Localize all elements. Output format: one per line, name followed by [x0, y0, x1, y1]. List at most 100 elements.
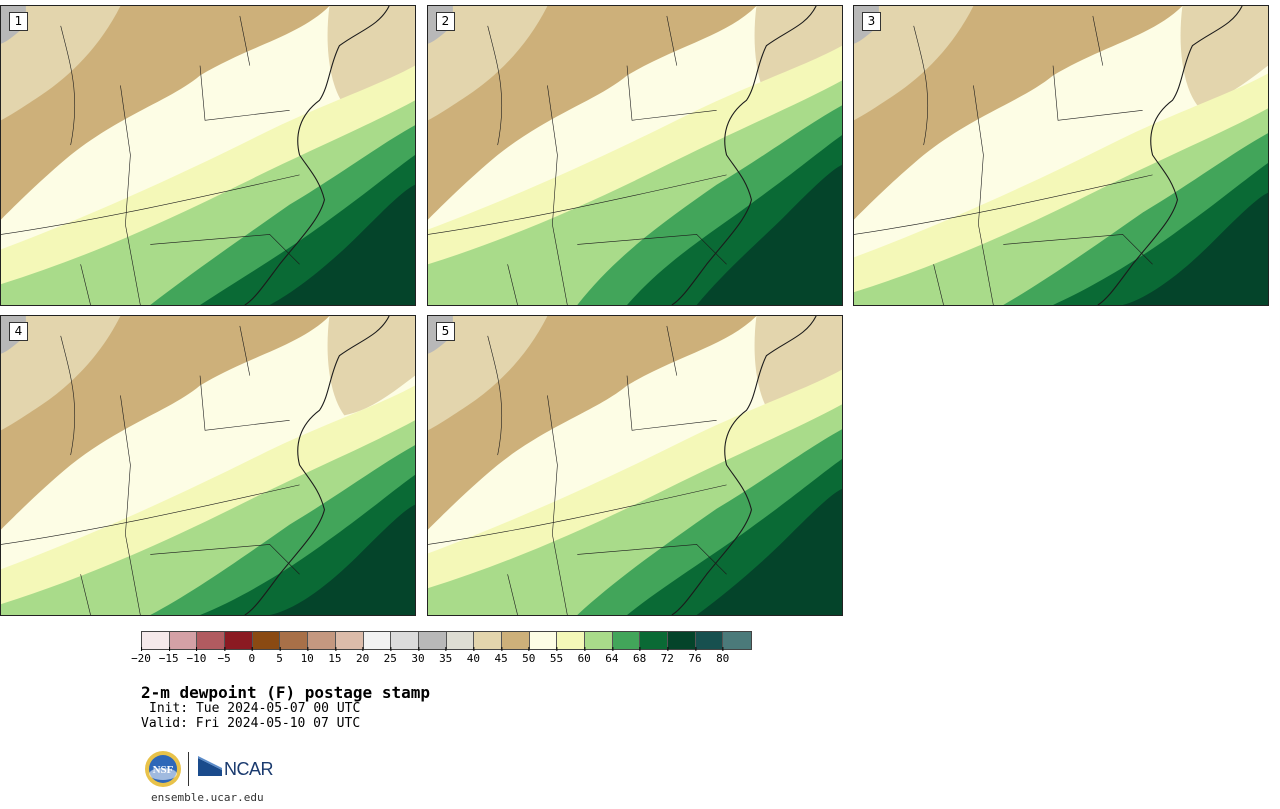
state-border — [933, 264, 944, 305]
state-border — [626, 375, 717, 431]
colorbar-tick: −20 — [131, 647, 151, 665]
colorbar-swatch — [169, 632, 198, 649]
colorbar-swatch — [585, 632, 613, 649]
state-border — [120, 85, 141, 305]
colorbar-swatch — [612, 632, 641, 649]
colorbar-swatch — [225, 632, 253, 649]
state-border — [428, 484, 727, 545]
state-border — [1052, 65, 1143, 121]
valid-time: Valid: Fri 2024-05-10 07 UTC — [141, 716, 361, 731]
dry-light-region — [428, 6, 548, 121]
dewpoint-map-1 — [1, 6, 415, 305]
ncar-wordmark: NCAR — [224, 759, 274, 779]
dewpoint-map-5 — [428, 316, 842, 615]
state-border — [150, 544, 300, 575]
dry-light-region — [1, 316, 121, 431]
svg-text:NSF: NSF — [153, 764, 174, 776]
state-border — [626, 65, 717, 121]
dewpoint-colorbar — [141, 631, 753, 650]
state-border — [507, 264, 518, 305]
state-border — [80, 264, 91, 305]
coastline — [244, 6, 390, 305]
colorbar-swatch — [640, 632, 669, 649]
moist-yellow-band — [1, 65, 415, 290]
deep-green-region — [696, 164, 842, 305]
colorbar-swatch — [197, 632, 226, 649]
colorbar-tick: 20 — [356, 647, 369, 665]
dewpoint-map-2 — [428, 6, 842, 305]
moist-yellow-band — [854, 73, 1268, 298]
panel-number-badge: 1 — [9, 12, 28, 31]
dry-light-region — [1, 6, 121, 121]
colorbar-tick: −15 — [159, 647, 179, 665]
dewpoint-map-4 — [1, 316, 415, 615]
state-border — [507, 574, 518, 615]
coastline — [1097, 6, 1243, 305]
coastline — [244, 316, 390, 615]
deep-green-region — [696, 488, 842, 615]
colorbar-swatch — [723, 632, 752, 649]
colorbar-tick: 5 — [276, 647, 283, 665]
colorbar-tick: 50 — [522, 647, 535, 665]
state-border — [199, 375, 290, 431]
colorbar-swatch — [363, 632, 392, 649]
state-border — [854, 174, 1153, 235]
colorbar-swatch — [252, 632, 281, 649]
state-border — [577, 234, 727, 265]
map-panel-5: 5 — [427, 315, 843, 616]
panel-number-badge: 2 — [436, 12, 455, 31]
state-border — [913, 25, 929, 146]
colorbar-tick: −10 — [186, 647, 206, 665]
logo-divider — [188, 752, 189, 786]
colorbar-tick: 68 — [633, 647, 646, 665]
deep-green-region — [269, 504, 415, 615]
map-panel-1: 1 — [0, 5, 416, 306]
state-border — [973, 85, 994, 305]
state-border — [239, 325, 251, 376]
state-border — [80, 574, 91, 615]
moist-yellow-band — [428, 369, 842, 594]
state-border — [120, 395, 141, 615]
colorbar-tick: 45 — [494, 647, 508, 665]
state-border — [487, 335, 503, 456]
state-border — [487, 25, 503, 146]
init-time: Init: Tue 2024-05-07 00 UTC — [149, 701, 361, 716]
map-panel-3: 3 — [853, 5, 1269, 306]
colorbar-swatch — [557, 632, 585, 649]
state-border — [666, 15, 678, 66]
state-border — [666, 325, 678, 376]
panel-number-badge: 3 — [862, 12, 881, 31]
colorbar-tick: 35 — [439, 647, 452, 665]
state-border — [428, 174, 727, 235]
colorbar-swatch — [501, 632, 530, 649]
panel-number-badge: 4 — [9, 322, 28, 341]
state-border — [547, 395, 568, 615]
colorbar-tick: 10 — [301, 647, 314, 665]
colorbar-swatch — [695, 632, 724, 649]
colorbar-tick: 0 — [248, 647, 255, 665]
state-border — [60, 335, 76, 456]
deep-green-region — [1122, 192, 1268, 305]
state-border — [199, 65, 290, 121]
state-border — [150, 234, 300, 265]
chart-title: 2-m dewpoint (F) postage stamp — [141, 683, 430, 702]
colorbar-swatch — [280, 632, 309, 649]
state-border — [60, 25, 76, 146]
state-border — [1003, 234, 1153, 265]
colorbar-swatch — [142, 632, 170, 649]
colorbar-tick: 25 — [384, 647, 397, 665]
northeast-light-region — [327, 316, 415, 416]
site-link[interactable]: ensemble.ucar.edu — [151, 791, 264, 804]
colorbar-tick: 40 — [467, 647, 480, 665]
colorbar-tick: 55 — [550, 647, 563, 665]
state-border — [547, 85, 568, 305]
colorbar-swatch — [418, 632, 447, 649]
colorbar-swatch — [446, 632, 475, 649]
logo-group: NSF NCAR — [144, 748, 284, 790]
colorbar-tick: 72 — [661, 647, 674, 665]
colorbar-tick-labels: −20 −15 −10 −5 0 5 10 15 20 25 30 35 40 45 50 55 60 64 68 7… — [131, 647, 761, 668]
moist-yellow-band — [428, 45, 842, 270]
nsf-logo: NSF — [145, 751, 181, 787]
colorbar-swatch — [335, 632, 364, 649]
panel-number-badge: 5 — [436, 322, 455, 341]
